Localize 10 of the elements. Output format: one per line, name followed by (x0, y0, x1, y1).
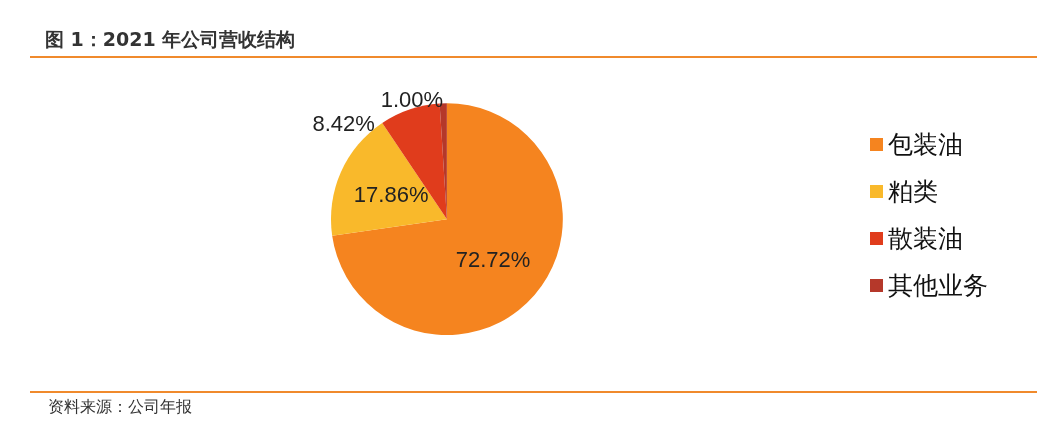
chart-title: 图 1：2021 年公司营收结构 (45, 27, 296, 50)
data-label: 1.00% (380, 86, 444, 112)
data-label: 17.86% (353, 181, 429, 207)
data-label: 72.72% (455, 246, 531, 272)
text: 资料来源：公司年报 (48, 396, 192, 416)
legend-label: 粕类 (888, 177, 938, 206)
legend-label: 散装油 (888, 224, 963, 253)
legend-label: 包装油 (888, 130, 963, 159)
data-label: 8.42% (312, 110, 375, 136)
legend-label: 其他业务 (888, 271, 988, 300)
